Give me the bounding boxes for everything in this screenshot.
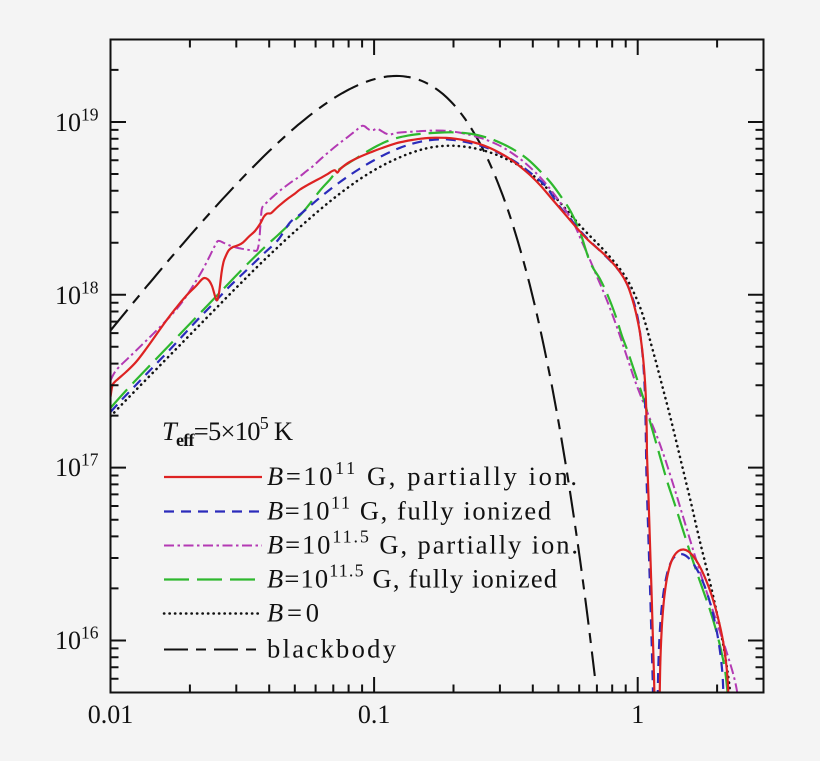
svg-text:0.01: 0.01 — [88, 700, 134, 729]
svg-text:1: 1 — [631, 700, 644, 729]
svg-text:Teff=5×105 K: Teff=5×105 K — [162, 413, 293, 450]
svg-text:B=1011.5 G, partially ion.: B=10 11.5 G, partially ion. — [267, 527, 578, 560]
svg-text:B=1011.5 G, fully ionized: B=1011.5 G, fully ionized — [267, 561, 557, 594]
svg-text:blackbody: blackbody — [267, 634, 397, 664]
svg-text:B=0: B =0 — [267, 598, 319, 628]
svg-text:0.1: 0.1 — [358, 700, 391, 729]
svg-text:B=1011 G, fully ionized: B=1011 G, fully ionized — [267, 493, 551, 526]
